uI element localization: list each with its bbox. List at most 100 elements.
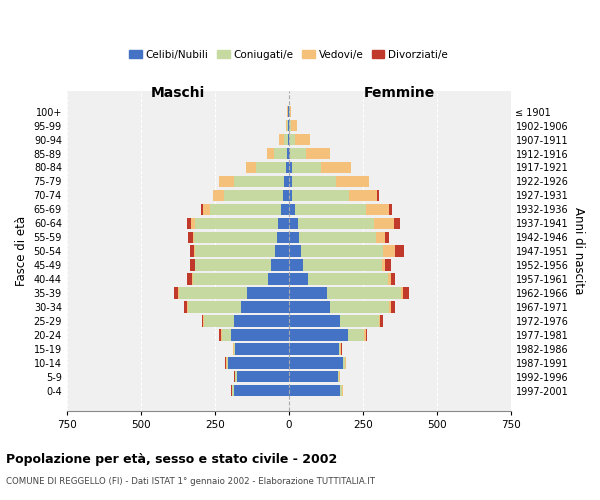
Bar	[401, 288, 403, 299]
Bar	[289, 120, 291, 132]
Bar	[289, 204, 295, 215]
Bar	[178, 288, 179, 299]
Bar	[191, 218, 196, 229]
Bar	[289, 246, 301, 257]
Bar	[241, 302, 289, 312]
Bar	[287, 148, 289, 159]
Bar	[221, 329, 222, 340]
Bar	[289, 176, 292, 187]
Bar	[196, 246, 275, 257]
Bar	[246, 162, 256, 173]
Bar	[187, 274, 191, 285]
Bar	[266, 148, 274, 159]
Bar	[256, 162, 286, 173]
Bar	[289, 385, 340, 396]
Text: Femmine: Femmine	[364, 86, 435, 101]
Bar	[289, 260, 304, 271]
Bar	[184, 302, 187, 312]
Bar	[196, 218, 278, 229]
Bar	[268, 274, 289, 285]
Bar	[286, 162, 289, 173]
Bar	[193, 232, 194, 243]
Bar	[219, 329, 221, 340]
Bar	[290, 148, 307, 159]
Bar	[343, 357, 345, 368]
Bar	[275, 246, 289, 257]
Y-axis label: Anni di nascita: Anni di nascita	[572, 208, 585, 295]
Bar	[380, 315, 383, 326]
Bar	[338, 371, 339, 382]
Bar	[277, 232, 289, 243]
Bar	[391, 274, 395, 285]
Bar	[301, 246, 383, 257]
Bar	[304, 260, 382, 271]
Bar	[289, 232, 299, 243]
Bar	[194, 232, 277, 243]
Bar	[187, 302, 188, 312]
Bar	[298, 218, 374, 229]
Bar	[289, 357, 343, 368]
Bar	[289, 162, 292, 173]
Bar	[340, 315, 379, 326]
Bar	[395, 246, 404, 257]
Bar	[389, 302, 391, 312]
Bar	[188, 232, 193, 243]
Bar	[295, 134, 310, 145]
Bar	[289, 371, 338, 382]
Bar	[340, 385, 342, 396]
Bar	[278, 218, 289, 229]
Bar	[205, 315, 234, 326]
Bar	[339, 343, 340, 354]
Bar	[188, 302, 241, 312]
Bar	[321, 162, 351, 173]
Bar	[210, 204, 281, 215]
Bar	[213, 190, 224, 201]
Bar	[349, 190, 377, 201]
Bar	[228, 357, 289, 368]
Bar	[286, 120, 287, 132]
Bar	[190, 260, 194, 271]
Bar	[389, 204, 392, 215]
Bar	[308, 274, 388, 285]
Bar	[224, 190, 283, 201]
Bar	[289, 315, 340, 326]
Bar	[385, 232, 389, 243]
Bar	[194, 260, 196, 271]
Bar	[292, 162, 321, 173]
Bar	[336, 176, 368, 187]
Bar	[376, 232, 385, 243]
Bar	[284, 176, 289, 187]
Bar	[394, 218, 400, 229]
Bar	[403, 288, 409, 299]
Bar	[231, 329, 289, 340]
Bar	[284, 134, 288, 145]
Bar	[193, 274, 268, 285]
Bar	[388, 274, 391, 285]
Bar	[383, 246, 395, 257]
Bar	[289, 343, 339, 354]
Bar	[235, 343, 289, 354]
Bar	[348, 329, 364, 340]
Bar	[289, 218, 298, 229]
Bar	[327, 288, 401, 299]
Bar	[234, 176, 284, 187]
Bar	[190, 246, 194, 257]
Bar	[179, 288, 247, 299]
Text: COMUNE DI REGGELLO (FI) - Dati ISTAT 1° gennaio 2002 - Elaborazione TUTTITALIA.I: COMUNE DI REGGELLO (FI) - Dati ISTAT 1° …	[6, 478, 375, 486]
Bar	[365, 204, 389, 215]
Bar	[203, 315, 205, 326]
Bar	[289, 148, 290, 159]
Y-axis label: Fasce di età: Fasce di età	[15, 216, 28, 286]
Text: Popolazione per età, sesso e stato civile - 2002: Popolazione per età, sesso e stato civil…	[6, 452, 337, 466]
Bar	[391, 302, 395, 312]
Bar	[196, 260, 271, 271]
Bar	[202, 204, 203, 215]
Bar	[234, 385, 289, 396]
Bar	[227, 357, 228, 368]
Bar	[382, 260, 385, 271]
Bar	[307, 148, 330, 159]
Bar	[271, 260, 289, 271]
Bar	[219, 176, 234, 187]
Bar	[281, 204, 289, 215]
Bar	[203, 204, 210, 215]
